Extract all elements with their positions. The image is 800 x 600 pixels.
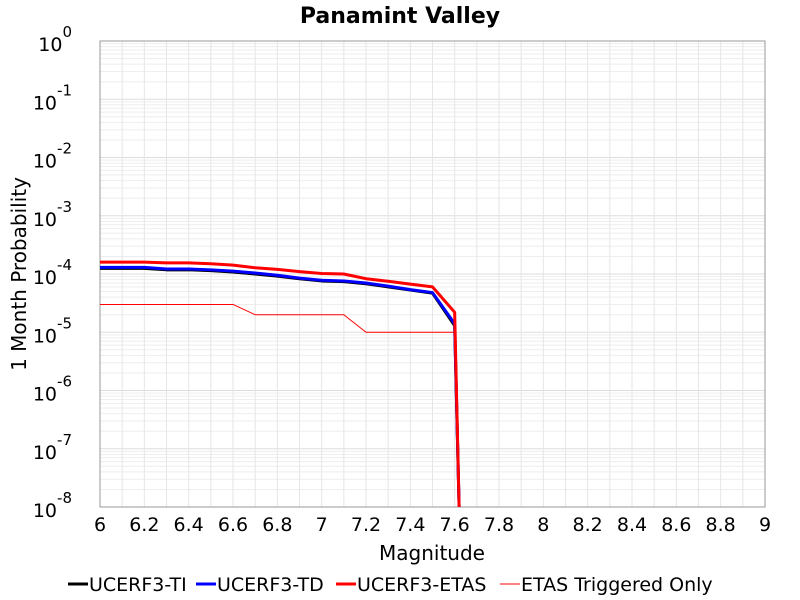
y-tick-label: 100 bbox=[38, 23, 72, 56]
y-tick-label: 10-5 bbox=[33, 314, 72, 347]
x-tick-label: 7.6 bbox=[440, 514, 470, 536]
y-tick-label: 10-8 bbox=[33, 489, 72, 522]
y-tick-label: 10-6 bbox=[33, 373, 72, 406]
y-tick-exponent: -1 bbox=[57, 81, 72, 99]
x-axis-label: Magnitude bbox=[379, 541, 485, 565]
y-tick-label: 10-4 bbox=[33, 256, 72, 289]
y-tick-label: 10-1 bbox=[33, 81, 72, 114]
chart-title: Panamint Valley bbox=[300, 4, 500, 29]
series-line-ucerf3-td bbox=[100, 265, 461, 508]
x-tick-label: 6 bbox=[94, 514, 106, 536]
legend-label: UCERF3-ETAS bbox=[357, 574, 486, 596]
x-tick-label: 8.8 bbox=[706, 514, 736, 536]
y-tick-exponent: -7 bbox=[57, 431, 72, 449]
x-tick-label: 8.4 bbox=[617, 514, 647, 536]
x-tick-label: 6.2 bbox=[129, 514, 159, 536]
x-tick-label: 8 bbox=[537, 514, 549, 536]
x-tick-label: 7.4 bbox=[395, 514, 425, 536]
y-tick-exponent: 0 bbox=[62, 23, 72, 41]
x-tick-label: 8.6 bbox=[661, 514, 691, 536]
legend-label: ETAS Triggered Only bbox=[521, 574, 713, 596]
y-tick-exponent: -8 bbox=[57, 489, 72, 507]
y-tick-label: 10-3 bbox=[33, 198, 72, 231]
x-tick-label: 6.6 bbox=[218, 514, 248, 536]
y-tick-label: 10-2 bbox=[33, 140, 72, 173]
x-tick-label: 9 bbox=[759, 514, 771, 536]
series-line-ucerf3-etas bbox=[100, 260, 461, 508]
x-tick-label: 7.2 bbox=[351, 514, 381, 536]
series-line-etas-triggered-only bbox=[100, 303, 460, 508]
y-tick-exponent: -4 bbox=[57, 256, 72, 274]
y-tick-exponent: -2 bbox=[57, 140, 72, 158]
y-tick-label: 10-7 bbox=[33, 431, 72, 464]
x-tick-label: 7.8 bbox=[484, 514, 514, 536]
legend-label: UCERF3-TD bbox=[217, 574, 324, 596]
x-tick-label: 8.2 bbox=[573, 514, 603, 536]
plot-area bbox=[99, 40, 766, 508]
y-axis-label: 1 Month Probability bbox=[7, 177, 31, 371]
legend-label: UCERF3-TI bbox=[89, 574, 187, 596]
y-tick-exponent: -6 bbox=[57, 373, 72, 391]
x-tick-label: 6.4 bbox=[174, 514, 204, 536]
y-tick-exponent: -5 bbox=[57, 314, 72, 332]
x-tick-label: 7 bbox=[316, 514, 328, 536]
y-tick-exponent: -3 bbox=[57, 198, 72, 216]
x-tick-label: 6.8 bbox=[262, 514, 292, 536]
